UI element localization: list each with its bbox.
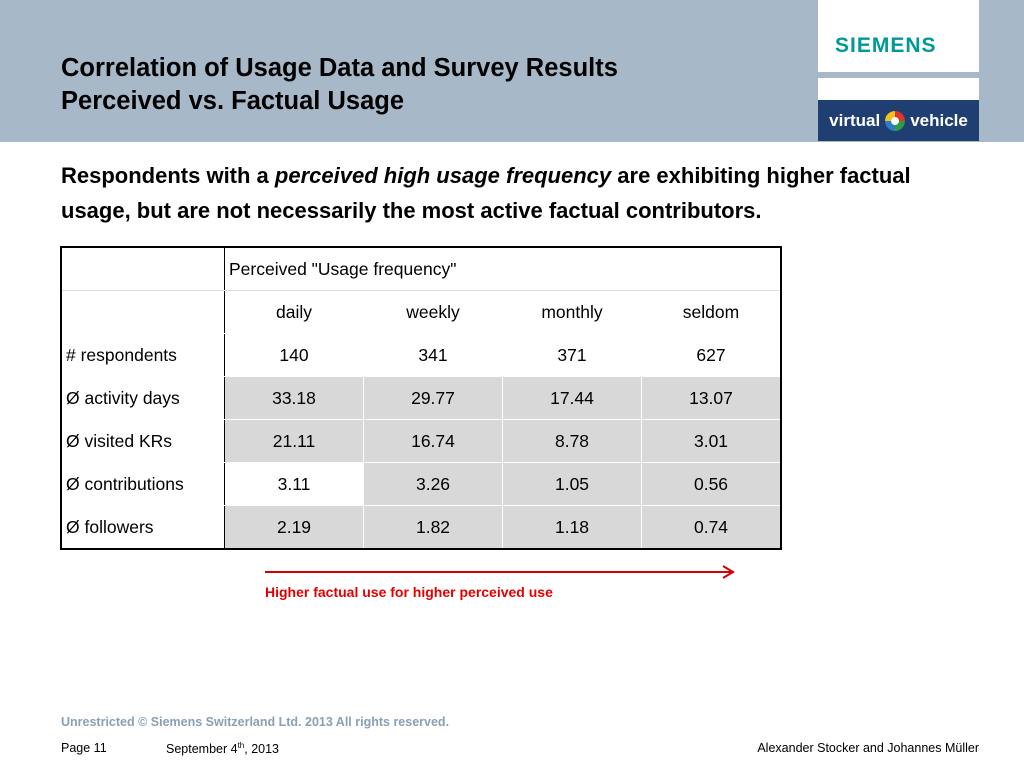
footer-date-main: September 4 [166, 742, 238, 757]
column-header-daily: daily [224, 290, 364, 334]
subtitle-part-2: are exhibiting higher factual usage, but… [61, 163, 911, 223]
table-header-row: Perceived "Usage frequency" [60, 246, 782, 291]
vv-ring-icon [885, 110, 906, 131]
row-label: Ø contributions [60, 462, 225, 506]
table-row: Ø followers 2.19 1.82 1.18 0.74 [60, 505, 782, 550]
table-cell: 3.26 [363, 462, 503, 506]
usage-table: Perceived "Usage frequency" daily weekly… [60, 246, 782, 550]
column-row-label [60, 290, 225, 334]
footer-page-number: Page 11 [61, 741, 107, 755]
table-cell: 0.56 [641, 462, 782, 506]
table-cell: 13.07 [641, 376, 782, 420]
table-cell: 1.82 [363, 505, 503, 550]
table-cell: 2.19 [224, 505, 364, 550]
row-label: Ø activity days [60, 376, 225, 420]
column-header-monthly: monthly [502, 290, 642, 334]
title-line-2: Perceived vs. Factual Usage [61, 87, 405, 115]
table-cell: 33.18 [224, 376, 364, 420]
table-column-row: daily weekly monthly seldom [60, 290, 782, 334]
column-header-weekly: weekly [363, 290, 503, 334]
table-cell: 627 [641, 333, 782, 377]
title-line-1: Correlation of Usage Data and Survey Res… [61, 54, 618, 82]
subtitle: Respondents with a perceived high usage … [61, 158, 981, 228]
footer-date: September 4th, 2013 [166, 741, 279, 756]
table-cell: 1.05 [502, 462, 642, 506]
table-cell: 341 [363, 333, 503, 377]
slide-title: Correlation of Usage Data and Survey Res… [61, 52, 801, 118]
corner-cell [60, 246, 225, 291]
row-label: # respondents [60, 333, 225, 377]
table-cell: 0.74 [641, 505, 782, 550]
footer-copyright: Unrestricted © Siemens Switzerland Ltd. … [61, 715, 450, 729]
table-row: # respondents 140 341 371 627 [60, 333, 782, 377]
row-label: Ø visited KRs [60, 419, 225, 463]
siemens-logo: SIEMENS [835, 34, 937, 57]
column-header-seldom: seldom [641, 290, 782, 334]
table-cell: 21.11 [224, 419, 364, 463]
table-row: Ø visited KRs 21.11 16.74 8.78 3.01 [60, 419, 782, 463]
table-cell: 140 [224, 333, 364, 377]
table-cell: 8.78 [502, 419, 642, 463]
vv-logo-right: vehicle [910, 110, 968, 130]
row-label: Ø followers [60, 505, 225, 550]
vv-logo-left: virtual [829, 110, 881, 130]
footer-date-sup: th [237, 741, 245, 750]
table-cell: 371 [502, 333, 642, 377]
header-title-cell: Perceived "Usage frequency" [224, 246, 642, 291]
header-blank-cell [641, 246, 782, 291]
subtitle-part-1: Respondents with a [61, 163, 275, 188]
virtual-vehicle-logo: virtual vehicle [818, 100, 979, 141]
siemens-logo-box [818, 0, 979, 72]
arrow-caption: Higher factual use for higher perceived … [265, 584, 553, 600]
footer-authors: Alexander Stocker and Johannes Müller [757, 741, 979, 755]
table-row: Ø contributions 3.11 3.26 1.05 0.56 [60, 462, 782, 506]
table-row: Ø activity days 33.18 29.77 17.44 13.07 [60, 376, 782, 420]
footer-date-year: , 2013 [244, 742, 280, 757]
table-cell: 1.18 [502, 505, 642, 550]
table-cell: 16.74 [363, 419, 503, 463]
table-cell: 29.77 [363, 376, 503, 420]
table-cell: 3.11 [224, 462, 364, 506]
table-cell: 3.01 [641, 419, 782, 463]
subtitle-emphasis: perceived high usage frequency [274, 163, 612, 188]
trend-arrow-icon [265, 565, 735, 579]
logo-spacer [818, 78, 979, 100]
table-cell: 17.44 [502, 376, 642, 420]
